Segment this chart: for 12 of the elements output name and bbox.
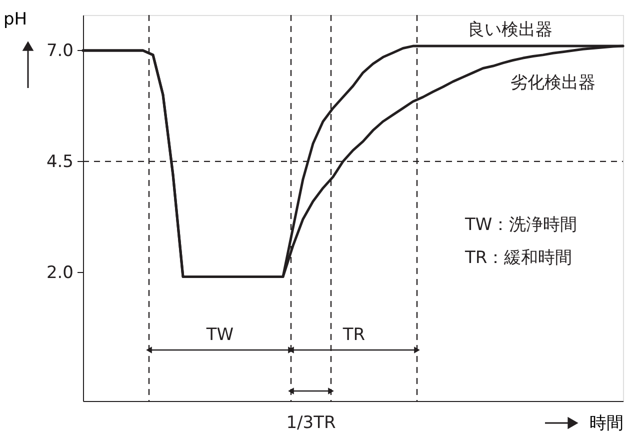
annotation: TR：緩和時間 — [464, 248, 572, 268]
series-label: 劣化検出器 — [510, 73, 596, 94]
y-tick-label: 2.0 — [46, 262, 74, 283]
y-tick-label: 7.0 — [46, 40, 74, 61]
annotation: TW — [205, 325, 234, 345]
y-axis-title: pH — [4, 10, 28, 30]
y-tick-label: 4.5 — [46, 152, 74, 172]
text: 1/3TR — [286, 413, 336, 433]
x-axis-title: 時間 — [590, 414, 624, 434]
series-label: 良い検出器 — [468, 20, 552, 40]
annotation: TW：洗浄時間 — [464, 215, 578, 235]
annotation: TR — [342, 325, 366, 345]
